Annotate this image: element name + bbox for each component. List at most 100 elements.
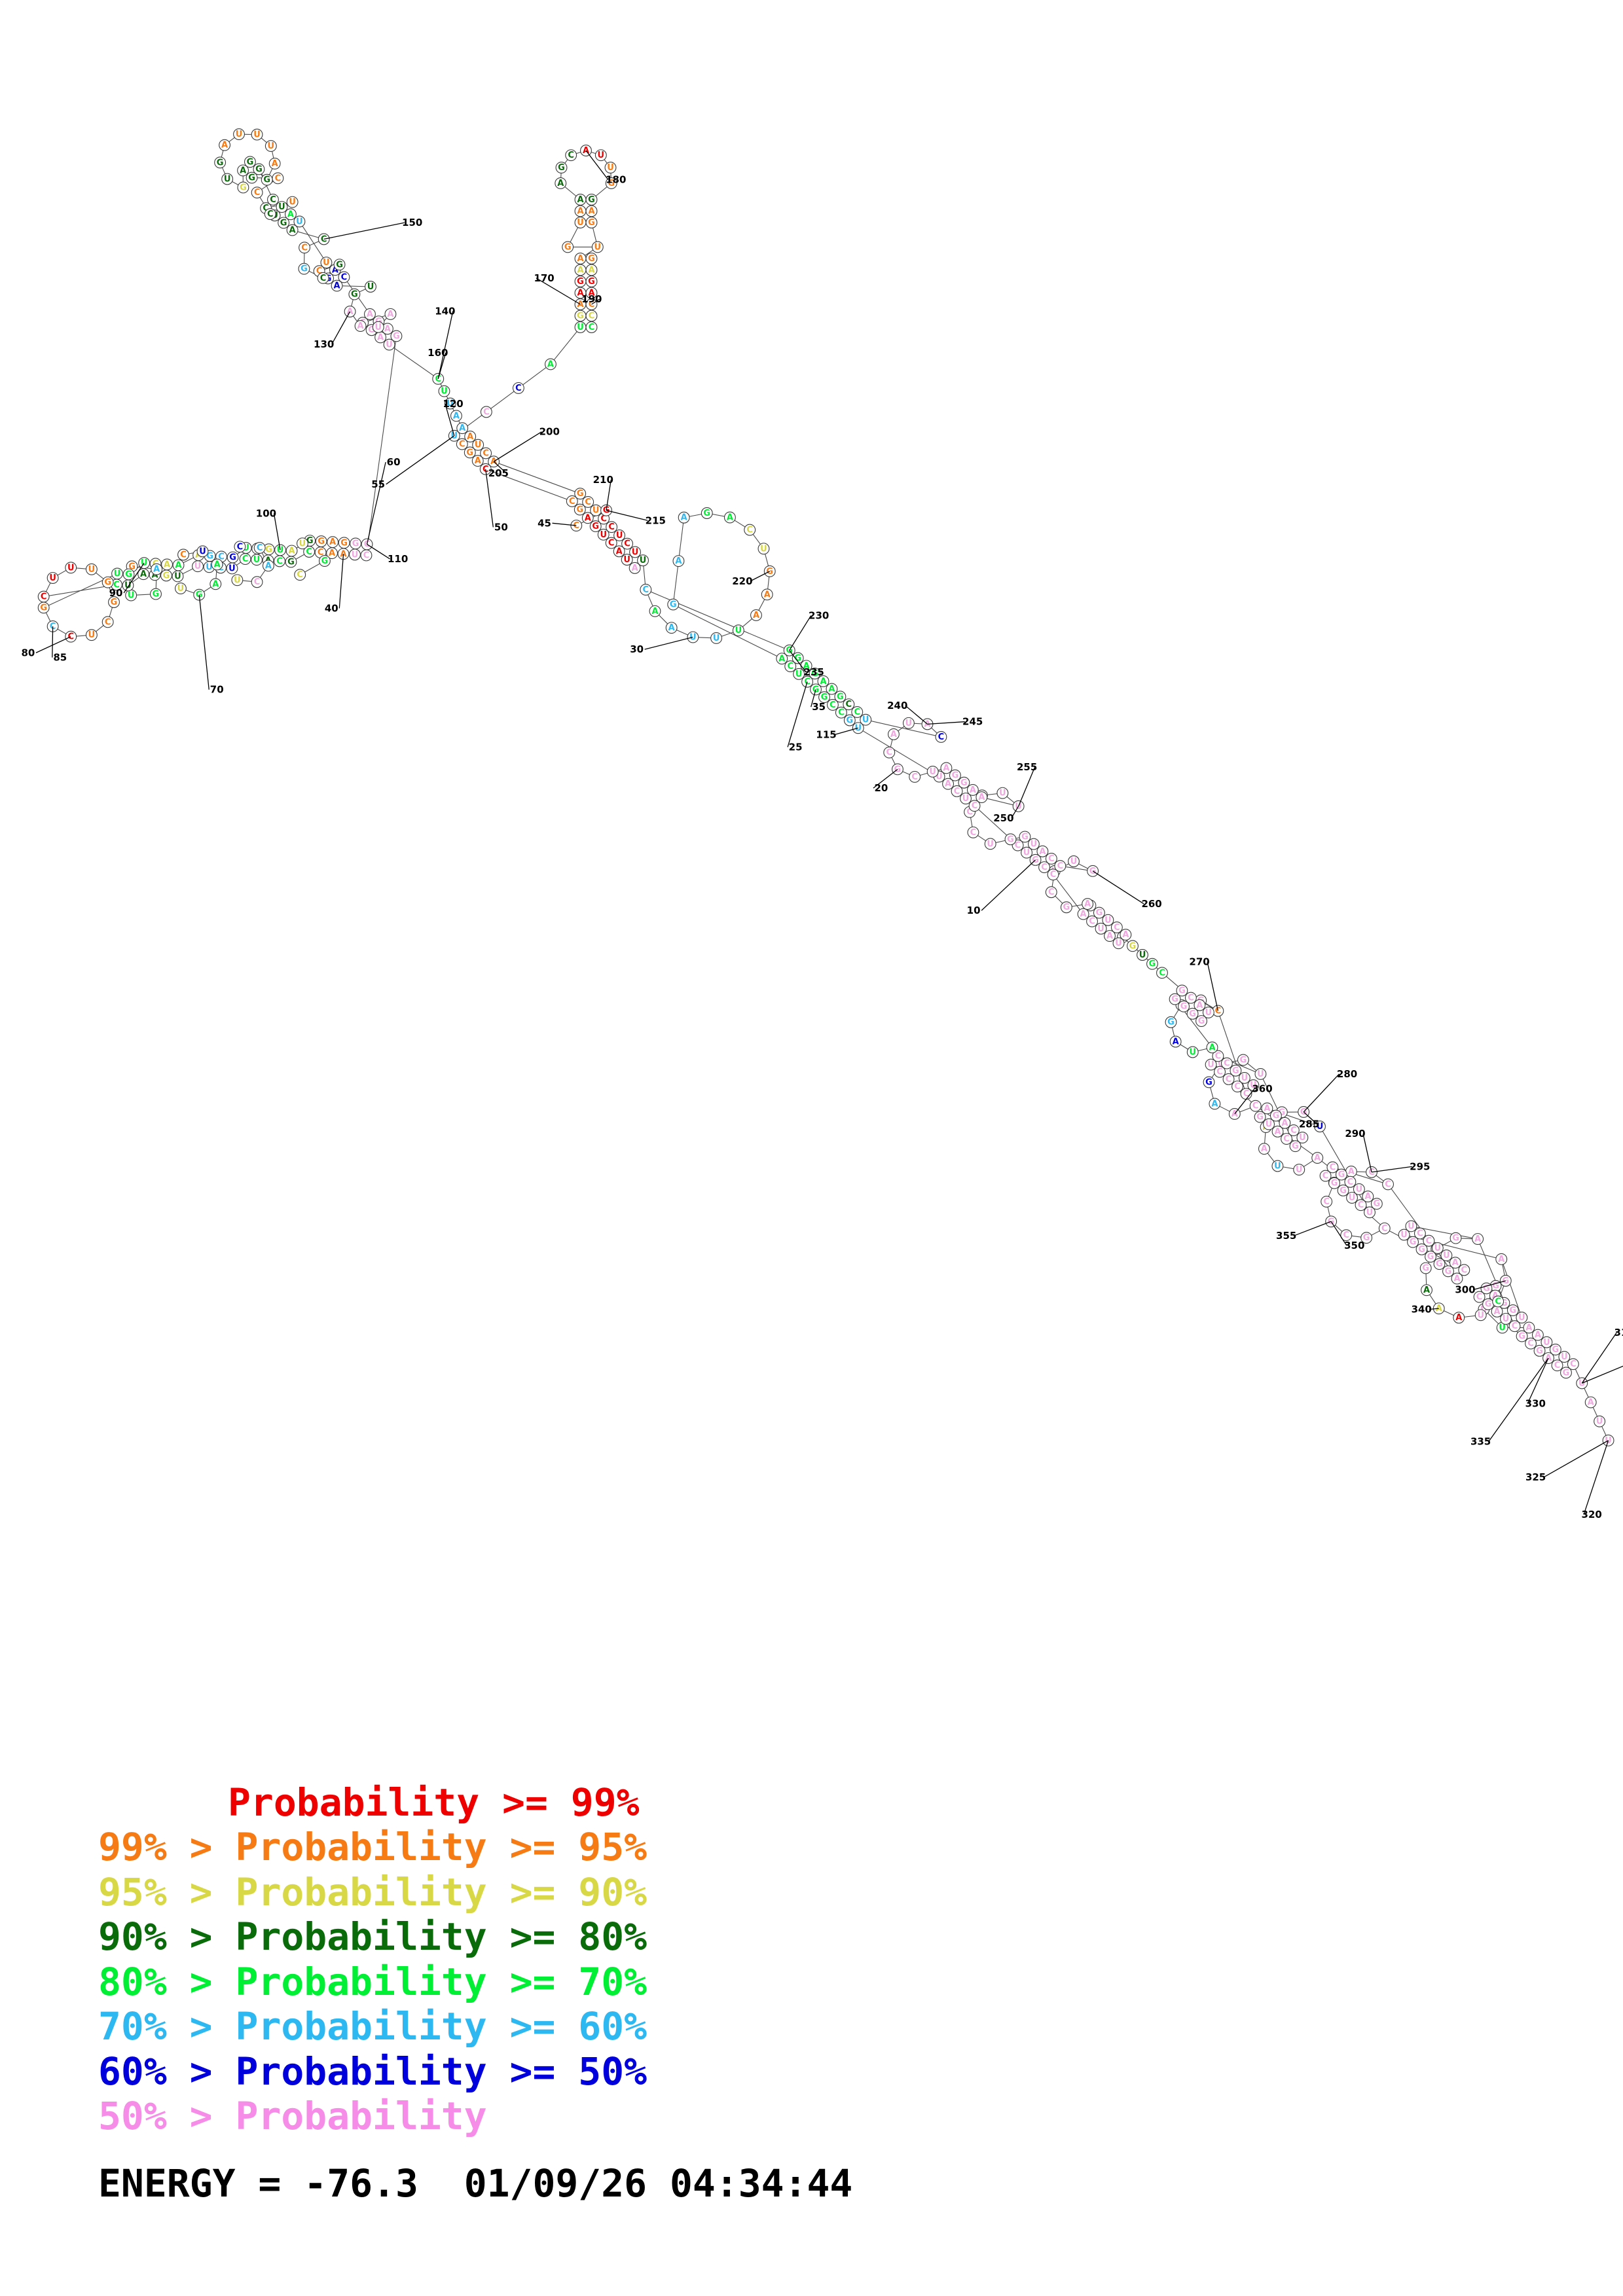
nucleotide: C [480,447,492,459]
nucleotide-letter: U [128,591,135,601]
nucleotide-circle [1019,831,1031,843]
nucleotide: G [1186,1007,1199,1020]
nucleotide: U [349,548,361,561]
label-leader-line [1543,1440,1609,1478]
nucleotide-circle [883,746,896,759]
nucleotide-circle [976,791,988,804]
position-number: 150 [402,217,422,228]
nucleotide-letter: C [1417,1229,1423,1239]
nucleotide: U [1102,914,1114,926]
nucleotide-circle [364,308,376,320]
nucleotide-letter: A [1039,847,1046,857]
nucleotide-circle [621,537,634,550]
nucleotide-letter: G [255,164,263,174]
nucleotide: A [471,455,484,467]
label-leader-line [811,689,816,708]
label-leader-line [485,469,494,528]
nucleotide-letter: C [1015,841,1021,851]
nucleotide-circle [1500,1313,1512,1325]
nucleotide-letter: A [332,265,338,275]
nucleotide-circle [318,555,331,567]
legend-label-80: 90% > Probability >= 80% [98,1914,647,1960]
nucleotide: U [1293,1164,1305,1176]
nucleotide-circle [1186,1007,1199,1020]
nucleotide-letter: G [811,669,818,679]
nucleotide-circle [1413,1227,1426,1240]
nucleotide-circle [744,524,756,536]
nucleotide: U [1364,1206,1376,1219]
nucleotide: G [1019,831,1031,843]
nucleotide: U [196,545,209,558]
nucleotide-letter: G [128,562,136,571]
nucleotide: U [1398,1229,1410,1241]
nucleotide: G [1407,1236,1419,1248]
nucleotide-circle [1289,1140,1302,1153]
nucleotide: A [585,287,598,299]
position-number: 355 [1276,1230,1296,1242]
nucleotide: C [1220,1057,1233,1069]
label-leader-line [338,554,344,609]
position-label: 100 [256,507,281,550]
nucleotide: U [1263,1118,1275,1130]
position-number: 180 [606,173,626,185]
nucleotide-letter: C [1252,1102,1259,1111]
nucleotide-circle [860,713,872,726]
nucleotide: G [818,691,830,704]
nucleotide-letter: U [1104,916,1112,925]
nucleotide-letter: U [475,440,482,450]
nucleotide-circle [613,529,626,541]
nucleotide-circle [1086,915,1099,927]
nucleotide: A [211,558,223,571]
backbone-link [486,387,519,412]
position-label: 150 [323,217,422,240]
nucleotide-letter: C [1495,1297,1501,1306]
nucleotide: A [1169,1035,1182,1048]
nucleotide-letter: G [1180,1002,1188,1012]
label-leader-line [1018,766,1036,807]
nucleotide-letter: C [911,772,918,782]
position-label: 120 [443,398,464,436]
nucleotide-circle [122,568,135,581]
nucleotide-letter: C [435,374,441,384]
nucleotide-letter: A [577,207,583,217]
nucleotide-letter: G [321,556,329,566]
nucleotide: G [589,520,602,533]
nucleotide-letter: G [1063,903,1070,912]
nucleotide-circle [585,276,598,287]
position-number: 30 [630,643,644,655]
nucleotide-circle [1495,1253,1508,1265]
nucleotide: U [175,583,187,594]
nucleotide: A [555,177,567,189]
nucleotide: U [438,385,450,397]
position-label: 20 [873,768,898,794]
nucleotide-letter: C [242,554,249,564]
nucleotide-letter: C [954,787,960,797]
nucleotide: G [1370,1198,1383,1210]
nucleotide: A [331,279,343,292]
nucleotide-circle [1337,1184,1349,1196]
label-leader-line [445,403,455,436]
nucleotide-circle [784,660,797,673]
nucleotide-letter: C [568,151,574,160]
nucleotide: G [1127,940,1139,952]
nucleotide: C [621,537,634,550]
position-label: 10 [967,859,1036,916]
nucleotide: U [687,631,699,643]
nucleotide-letter: A [287,209,294,219]
nucleotide: U [710,632,723,644]
nucleotide: A [1421,1284,1432,1297]
nucleotide-circle [1433,1258,1446,1270]
nucleotide-letter: C [1322,1172,1329,1181]
nucleotide-letter: U [1518,1313,1525,1323]
position-number: 130 [314,338,334,350]
nucleotide: C [1551,1359,1563,1372]
nucleotide: C [909,770,921,783]
nucleotide: C [338,271,350,283]
nucleotide-circle [723,511,736,524]
nucleotide: G [1269,1109,1282,1122]
nucleotide: U [1558,1351,1571,1363]
nucleotide-circle [253,542,266,554]
nucleotide: C [1231,1081,1243,1092]
label-leader-line [1582,1365,1623,1384]
position-label: 200 [493,426,560,462]
